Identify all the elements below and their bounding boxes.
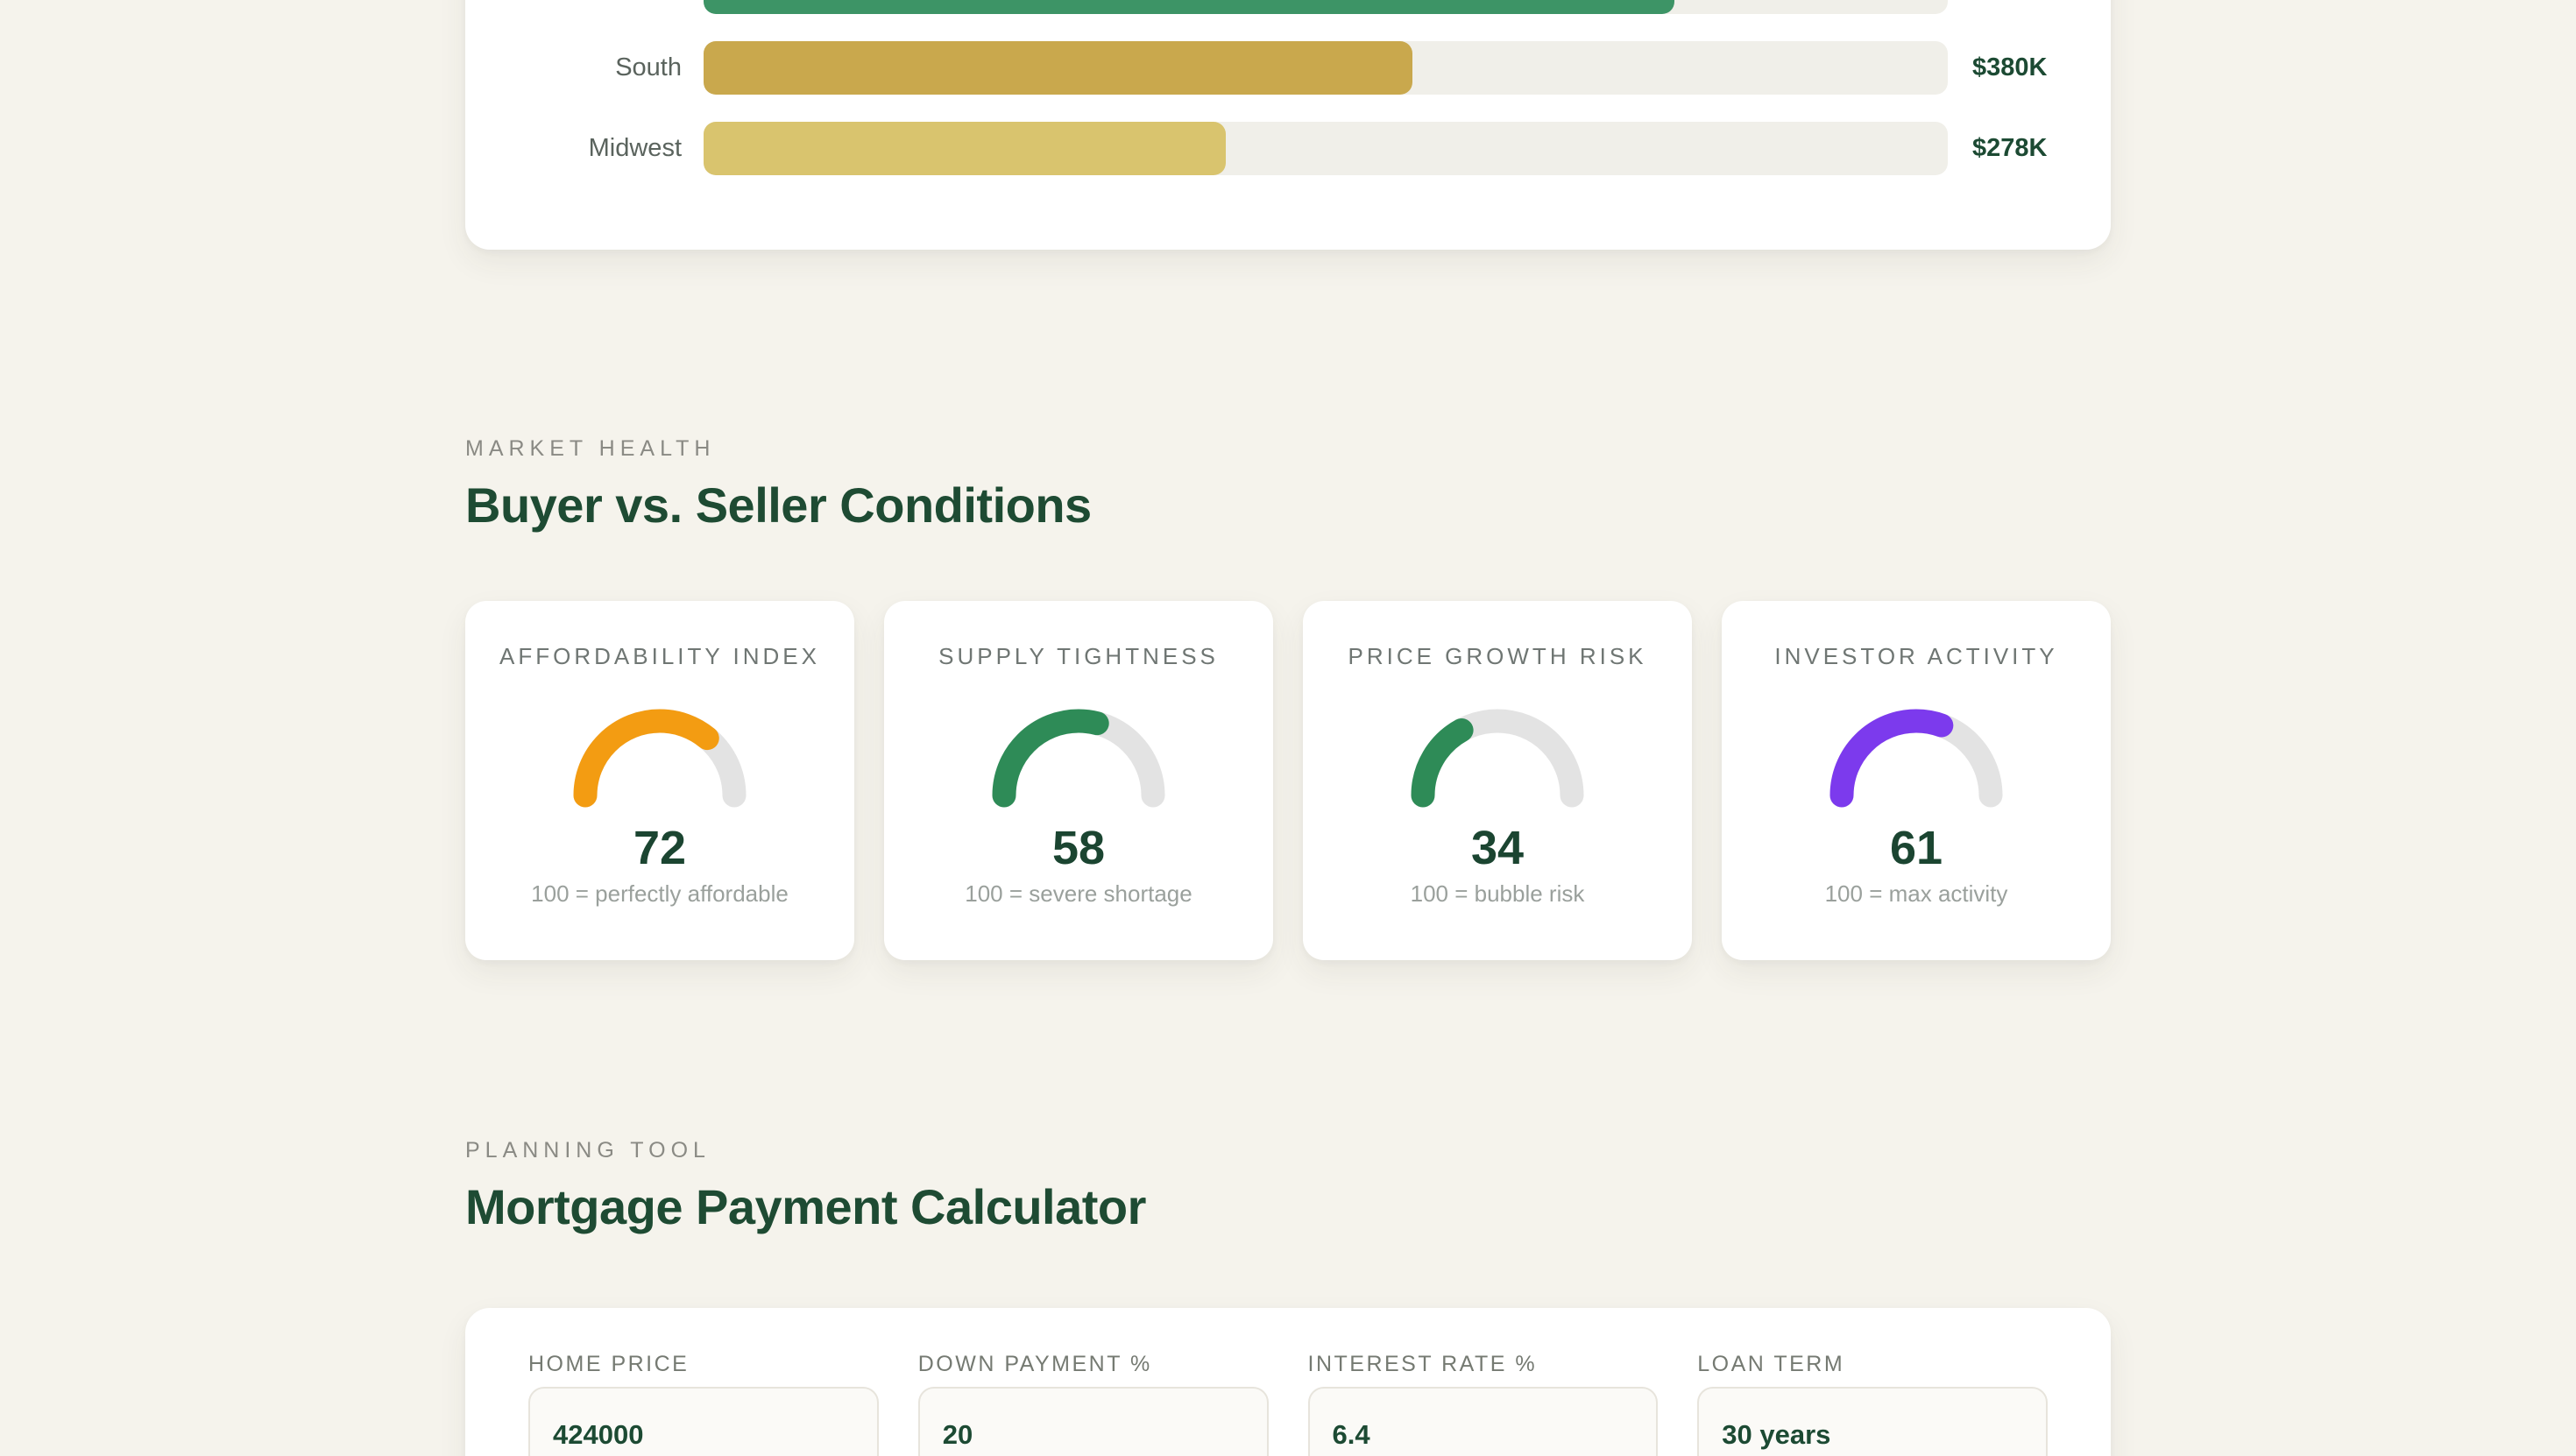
chart-row-value: $380K — [1972, 53, 2048, 81]
gauge-caption: 100 = max activity — [1824, 880, 2008, 907]
gauge-card: AFFORDABILITY INDEX 72 100 = perfectly aff… — [465, 601, 854, 960]
gauge-title: AFFORDABILITY INDEX — [499, 643, 820, 669]
gauge-card: PRICE GROWTH RISK 34 100 = bubble risk — [1303, 601, 1692, 960]
gauge-caption: 100 = severe shortage — [965, 880, 1192, 907]
chart-row-clipped — [514, 0, 2062, 14]
gauge-caption: 100 = perfectly affordable — [531, 880, 789, 907]
regional-price-chart-card: South $380K Midwest $278K — [465, 0, 2111, 250]
gauge-caption: 100 = bubble risk — [1410, 880, 1585, 907]
chart-bar-fill — [704, 41, 1413, 95]
field-label: LOAN TERM — [1697, 1352, 1845, 1376]
gauge-value: 34 — [1470, 822, 1525, 874]
loan-term-input[interactable] — [1697, 1387, 2048, 1456]
planning-tool-eyebrow: PLANNING TOOL — [465, 1138, 711, 1163]
field-label: INTEREST RATE % — [1307, 1352, 1538, 1376]
chart-bar-track — [704, 122, 1948, 175]
chart-bar-track — [704, 0, 1948, 14]
market-health-title: Buyer vs. Seller Conditions — [465, 477, 1092, 533]
chart-row: Midwest $278K — [514, 122, 2062, 175]
field-label: DOWN PAYMENT % — [917, 1352, 1152, 1376]
gauge-value: 72 — [633, 822, 687, 874]
gauge-title: SUPPLY TIGHTNESS — [938, 643, 1219, 669]
home-price-input[interactable] — [528, 1387, 879, 1456]
gauge-card: SUPPLY TIGHTNESS 58 100 = severe shortage — [884, 601, 1273, 960]
calculator-field: LOAN TERM — [1697, 1354, 2048, 1456]
gauge-value-arc — [992, 709, 1165, 808]
semicircle-gauge — [1829, 709, 2003, 808]
calculator-field: HOME PRICE — [528, 1354, 879, 1456]
gauge-card-row: AFFORDABILITY INDEX 72 100 = perfectly aff… — [465, 601, 2111, 960]
mortgage-calculator-card: HOME PRICE DOWN PAYMENT % INTEREST RATE % L… — [465, 1308, 2111, 1456]
gauge-value: 58 — [1051, 822, 1106, 874]
gauge-card: INVESTOR ACTIVITY 61 100 = max activity — [1722, 601, 2111, 960]
semicircle-gauge — [1411, 709, 1584, 808]
gauge-value-arc — [1829, 709, 2003, 808]
chart-row-label: Midwest — [588, 134, 682, 162]
regional-price-chart: South $380K Midwest $278K — [514, 0, 2062, 175]
semicircle-gauge — [992, 709, 1165, 808]
gauge-value: 61 — [1889, 822, 1943, 874]
gauge-value-arc — [573, 709, 747, 808]
chart-row-label: South — [615, 53, 682, 81]
down-payment-input[interactable] — [917, 1387, 1269, 1456]
mortgage-calculator-form: HOME PRICE DOWN PAYMENT % INTEREST RATE % L… — [528, 1354, 2048, 1456]
market-health-eyebrow: MARKET HEALTH — [465, 436, 716, 461]
market-health-section-header: MARKET HEALTH Buyer vs. Seller Condition… — [465, 438, 2111, 534]
page-content: South $380K Midwest $278K MARKET HEALTH Buy… — [465, 0, 2111, 1456]
chart-row: South $380K — [514, 41, 2062, 95]
chart-bar-fill — [704, 0, 1674, 14]
semicircle-gauge — [573, 709, 747, 808]
field-label: HOME PRICE — [528, 1352, 690, 1376]
chart-bar-track — [704, 41, 1948, 95]
calculator-field: DOWN PAYMENT % — [917, 1352, 1269, 1456]
chart-row-value: $278K — [1972, 134, 2048, 162]
calculator-field: INTEREST RATE % — [1307, 1352, 1659, 1456]
interest-rate-input[interactable] — [1307, 1387, 1659, 1456]
gauge-title: INVESTOR ACTIVITY — [1774, 643, 2058, 669]
chart-bar-fill — [704, 122, 1227, 175]
gauge-value-arc — [1411, 709, 1584, 808]
planning-tool-title: Mortgage Payment Calculator — [465, 1179, 1146, 1234]
planning-tool-section-header: PLANNING TOOL Mortgage Payment Calculato… — [465, 1140, 2111, 1235]
gauge-title: PRICE GROWTH RISK — [1348, 643, 1647, 669]
